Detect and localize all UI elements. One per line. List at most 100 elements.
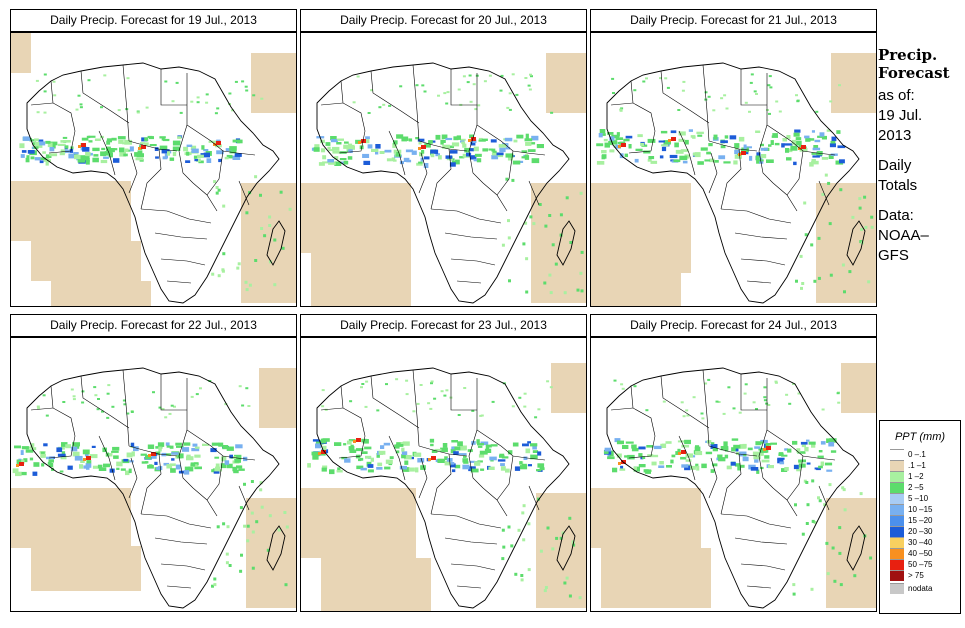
rain-cell (226, 463, 233, 469)
rain-cell (20, 450, 24, 455)
country-border (80, 375, 130, 429)
rain-cell (645, 77, 648, 80)
rain-cell (459, 453, 467, 456)
rain-cell (32, 471, 38, 476)
rain-cell (518, 396, 522, 399)
country-border (418, 457, 428, 499)
rain-cell (811, 130, 815, 133)
rain-cell (665, 441, 672, 444)
rain-cell (329, 469, 335, 475)
rain-cell (444, 456, 448, 461)
rain-cell (496, 152, 504, 156)
rain-cell (490, 444, 498, 447)
country-border (528, 180, 540, 206)
rain-cell (792, 383, 795, 385)
rain-cell (409, 456, 414, 460)
precip-map (300, 337, 587, 612)
rain-cell (118, 140, 124, 144)
heavy-rain-cell (421, 145, 426, 149)
rain-cell (155, 156, 159, 159)
rain-cell (129, 460, 134, 463)
country-border (140, 453, 162, 515)
rain-cell (796, 468, 801, 472)
rain-cell (695, 463, 699, 468)
rain-cell (202, 443, 210, 446)
rain-cell (858, 197, 862, 201)
rain-cell (708, 143, 713, 147)
rain-cell (349, 449, 357, 453)
rain-cell (103, 156, 109, 159)
rain-cell (29, 457, 34, 461)
rain-cell (322, 445, 327, 451)
rain-cell (717, 454, 723, 460)
rain-cell (445, 137, 453, 141)
legend-rows: 0 –.1 .1 –1 1 –2 2 –5 5 –10 10 –15 15 –20 20 –3… (880, 449, 960, 594)
rain-cell (183, 470, 190, 475)
rain-cell (347, 156, 353, 160)
rain-cell (245, 387, 249, 390)
rain-cell (361, 383, 365, 385)
rain-cell (330, 136, 337, 141)
heavy-rain-cell (801, 145, 806, 149)
rain-cell (259, 481, 263, 485)
rain-cell (244, 280, 248, 284)
heavy-rain-cell (766, 446, 771, 450)
heavy-rain-cell (19, 462, 24, 466)
rain-cell (228, 564, 232, 567)
rain-cell (539, 549, 543, 553)
rain-cell (499, 453, 505, 456)
map-canvas (301, 33, 586, 306)
rain-cell (818, 499, 822, 503)
rain-cell (717, 401, 721, 403)
legend-item: 15 –20 (890, 515, 960, 526)
rain-cell (696, 131, 704, 134)
rain-cell (497, 459, 506, 462)
rain-cell (797, 451, 806, 454)
rain-cell (463, 461, 469, 464)
legend-swatch (890, 559, 904, 570)
rain-cell (221, 269, 225, 273)
rain-cell (623, 138, 630, 142)
rain-cell (348, 149, 352, 153)
country-border (708, 445, 758, 457)
rain-cell (456, 135, 461, 140)
rain-cell (163, 138, 170, 142)
rain-cell (232, 149, 236, 152)
rain-cell (365, 455, 372, 459)
rain-cell (732, 407, 736, 410)
map-canvas (591, 33, 876, 306)
rain-cell (365, 380, 369, 383)
rain-cell (662, 400, 666, 403)
rain-cell (563, 581, 567, 585)
rain-cell (505, 146, 511, 150)
rain-cell (435, 134, 441, 140)
panel-title: Daily Precip. Forecast for 21 Jul., 2013 (590, 9, 877, 32)
rain-cell (811, 444, 816, 448)
rain-cell (520, 574, 524, 577)
rain-cell (821, 408, 825, 411)
rain-cell (760, 439, 768, 444)
rain-cell (69, 148, 74, 153)
rain-cell (40, 157, 46, 160)
rain-cell (404, 455, 412, 460)
rain-cell (828, 222, 832, 226)
rain-cell (700, 412, 704, 415)
rain-cell (411, 150, 417, 155)
rain-cell (527, 522, 531, 526)
rain-cell (521, 463, 527, 468)
rain-cell (328, 149, 334, 152)
rain-cell (360, 386, 363, 389)
rain-cell (100, 159, 108, 164)
rain-cell (641, 144, 648, 147)
rain-cell (580, 250, 584, 254)
rain-cell (393, 140, 398, 145)
rain-cell (746, 146, 752, 149)
rain-cell (222, 252, 226, 256)
rain-cell (488, 148, 493, 151)
rain-cell (45, 140, 51, 144)
rain-cell (604, 142, 610, 148)
panel-title: Daily Precip. Forecast for 19 Jul., 2013 (10, 9, 297, 32)
rain-cell (532, 450, 539, 453)
rain-cell (106, 140, 111, 145)
rain-cell (82, 147, 90, 152)
